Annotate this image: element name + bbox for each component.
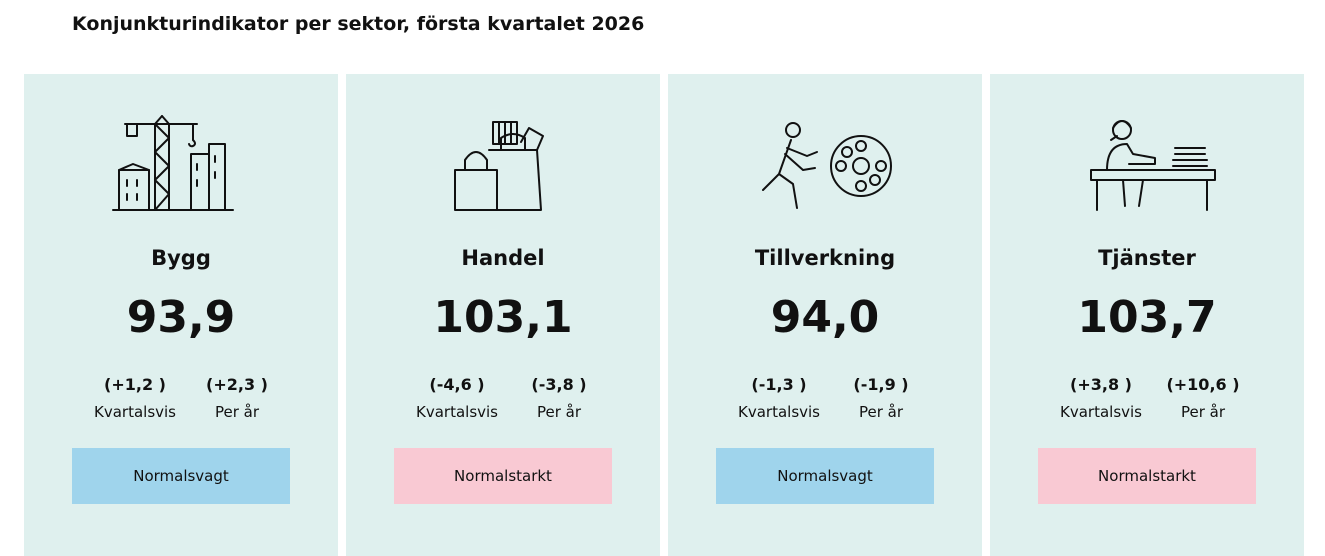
yearly-label: Per år [1180,403,1226,421]
services-icon [1090,120,1216,211]
sector-value: 103,7 [1077,292,1217,343]
sector-card: Tjänster 103,7 (+3,8 ) (+10,6 ) Kvartals… [990,74,1304,556]
yearly-label: Per år [858,403,904,421]
quarterly-change: (+3,8 ) [1070,375,1132,394]
sector-value: 94,0 [770,292,880,343]
sector-card: Handel 103,1 (-4,6 ) (-3,8 ) Kvartalsvis… [346,74,660,556]
sector-value: 103,1 [433,292,573,343]
yearly-change: (-3,8 ) [531,375,587,394]
sector-name: Handel [461,246,545,270]
yearly-label: Per år [536,403,582,421]
status-badge: Normalsvagt [716,448,934,504]
yearly-change: (+2,3 ) [206,375,268,394]
yearly-change: (-1,9 ) [853,375,909,394]
quarterly-change: (-1,3 ) [751,375,807,394]
quarterly-label: Kvartalsvis [1060,403,1142,421]
sector-card: Bygg 93,9 (+1,2 ) (+2,3 ) Kvartalsvis Pe… [24,74,338,556]
sector-name: Tillverkning [754,246,896,270]
quarterly-label: Kvartalsvis [94,403,176,421]
status-badge: Normalsvagt [72,448,290,504]
construction-icon [112,115,234,211]
status-badge: Normalstarkt [394,448,612,504]
sector-name: Tjänster [1098,246,1196,270]
shopping-icon [454,121,544,211]
yearly-label: Per år [214,403,260,421]
quarterly-label: Kvartalsvis [416,403,498,421]
quarterly-label: Kvartalsvis [738,403,820,421]
page-title: Konjunkturindikator per sektor, första k… [72,13,645,35]
sector-value: 93,9 [126,292,236,343]
quarterly-change: (+1,2 ) [104,375,166,394]
sector-card: Tillverkning 94,0 (-1,3 ) (-1,9 ) Kvarta… [668,74,982,556]
sector-name: Bygg [151,246,211,270]
quarterly-change: (-4,6 ) [429,375,485,394]
manufacturing-icon [762,122,892,209]
yearly-change: (+10,6 ) [1166,375,1240,394]
status-badge: Normalstarkt [1038,448,1256,504]
